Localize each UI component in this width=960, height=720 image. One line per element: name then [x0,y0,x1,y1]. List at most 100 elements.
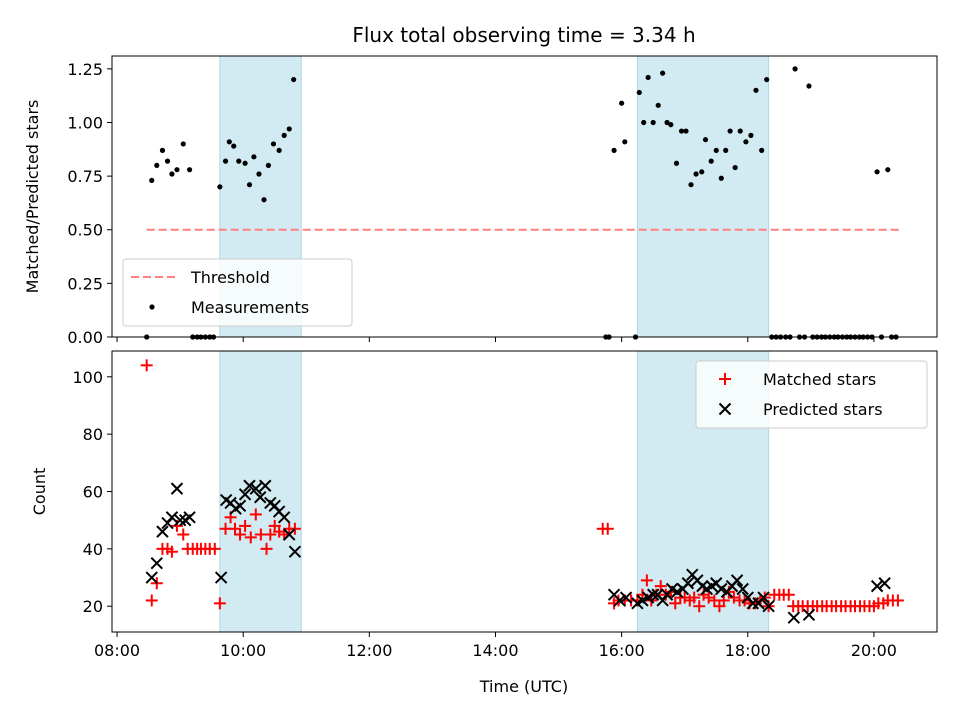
measurement-point [226,139,232,145]
predicted-star-point [802,608,816,622]
count-panel: 20 40 60 80 100 08:00 10:00 12:00 14:00 16:00 18:… [30,350,938,696]
measurement-point [291,76,297,83]
matched-star-point [208,542,221,555]
measurement-point [713,147,719,153]
measurement-point [276,147,282,153]
measurement-point [149,177,155,184]
measurement-point [164,158,171,164]
measurement-point [246,182,253,188]
measurement-point [732,164,738,171]
predicted-star-point [878,577,891,590]
measurement-point [693,171,699,177]
measurement-point [186,167,193,173]
matched-star-point [273,525,286,538]
predicted-star-point [173,513,187,527]
measurement-point [753,87,759,93]
matched-star-point [244,531,257,544]
x-tick-label: 18:00 [725,641,771,660]
x-axis-label: Time (UTC) [479,677,568,696]
matched-star-point [727,591,740,604]
ratio-x-ticks [116,337,875,342]
predicted-star-point [757,591,770,604]
measurement-point [242,160,248,166]
measurement-point [737,128,743,134]
predicted-star-point [259,479,272,492]
predicted-star-point [762,599,775,613]
matched-star-point [601,522,614,535]
x-tick-label: 12:00 [346,641,392,660]
matched-star-point [697,588,710,601]
count-legend: Matched stars Predicted stars [695,360,928,429]
y-tick-label: 0.00 [67,328,103,347]
measurement-point [169,171,175,177]
measurement-point [159,147,166,153]
legend-threshold-label: Threshold [190,268,270,287]
x-tick-label: 20:00 [851,641,897,660]
y-tick-label: 20 [83,597,103,616]
y-tick-label: 0.75 [67,167,103,186]
measurement-point [668,122,674,128]
count-points [140,359,904,624]
predicted-star-point [619,591,633,604]
predicted-star-point [613,594,626,607]
predicted-star-point [646,588,660,601]
measurement-point [256,171,262,177]
matched-star-point [145,594,158,607]
ratio-panel: 0.00 0.25 0.50 0.75 1.00 1.25 Matched/Predict… [23,55,938,347]
legend-matched-label: Matched stars [763,370,876,389]
measurement-point [251,154,257,160]
ratio-legend: Threshold Measurements [122,258,353,327]
y-tick-label: 40 [83,540,103,559]
matched-star-point [717,594,730,607]
measurement-point [792,66,798,72]
measurement-point [727,128,733,134]
matched-star-point [782,588,795,601]
predicted-star-point [870,579,884,593]
measurement-point [723,147,729,153]
measurement-point [688,182,694,188]
measurement-point [217,184,223,190]
x-tick-label: 10:00 [220,641,266,660]
measurement-point [743,139,749,145]
predicted-star-point [746,597,760,610]
matched-star-point [288,522,301,535]
y-tick-label: 100 [72,368,103,387]
y-tick-label: 1.25 [67,60,103,79]
measurement-point [286,126,292,132]
measurement-point [673,160,680,166]
measurement-point [231,143,237,149]
measurement-point [748,132,754,138]
measurement-point [759,147,765,153]
count-legend-box [695,360,928,429]
predicted-star-point [233,499,247,513]
x-tick-label: 14:00 [472,641,518,660]
measurement-point [222,158,229,164]
matched-star-point [213,597,226,610]
predicted-star-point [214,571,228,584]
predicted-star-point [736,582,749,596]
matched-star-point [140,359,153,372]
measurement-point [764,76,770,83]
measurement-point [236,158,242,164]
legend-predicted-swatch [718,402,732,416]
measurement-point [655,102,661,108]
matched-star-point [177,528,190,541]
ratio-y-axis-label: Matched/Predicted stars [23,100,42,294]
y-tick-label: 60 [83,483,103,502]
matched-star-point [891,594,904,607]
predicted-star-point [681,577,695,590]
measurement-point [650,119,656,126]
x-tick-label: 16:00 [599,641,645,660]
measurement-point [702,137,709,143]
y-tick-label: 0.25 [67,274,103,293]
legend-measurements-swatch [149,304,155,310]
measurement-point [718,175,724,181]
predicted-star-point [156,525,169,538]
count-x-ticks: 08:00 10:00 12:00 14:00 16:00 18:00 20:00 [94,632,897,660]
predicted-star-point [145,571,158,584]
matched-star-point [260,542,273,555]
measurement-point [699,169,705,175]
legend-matched-swatch [719,373,731,385]
measurement-point [664,119,670,126]
